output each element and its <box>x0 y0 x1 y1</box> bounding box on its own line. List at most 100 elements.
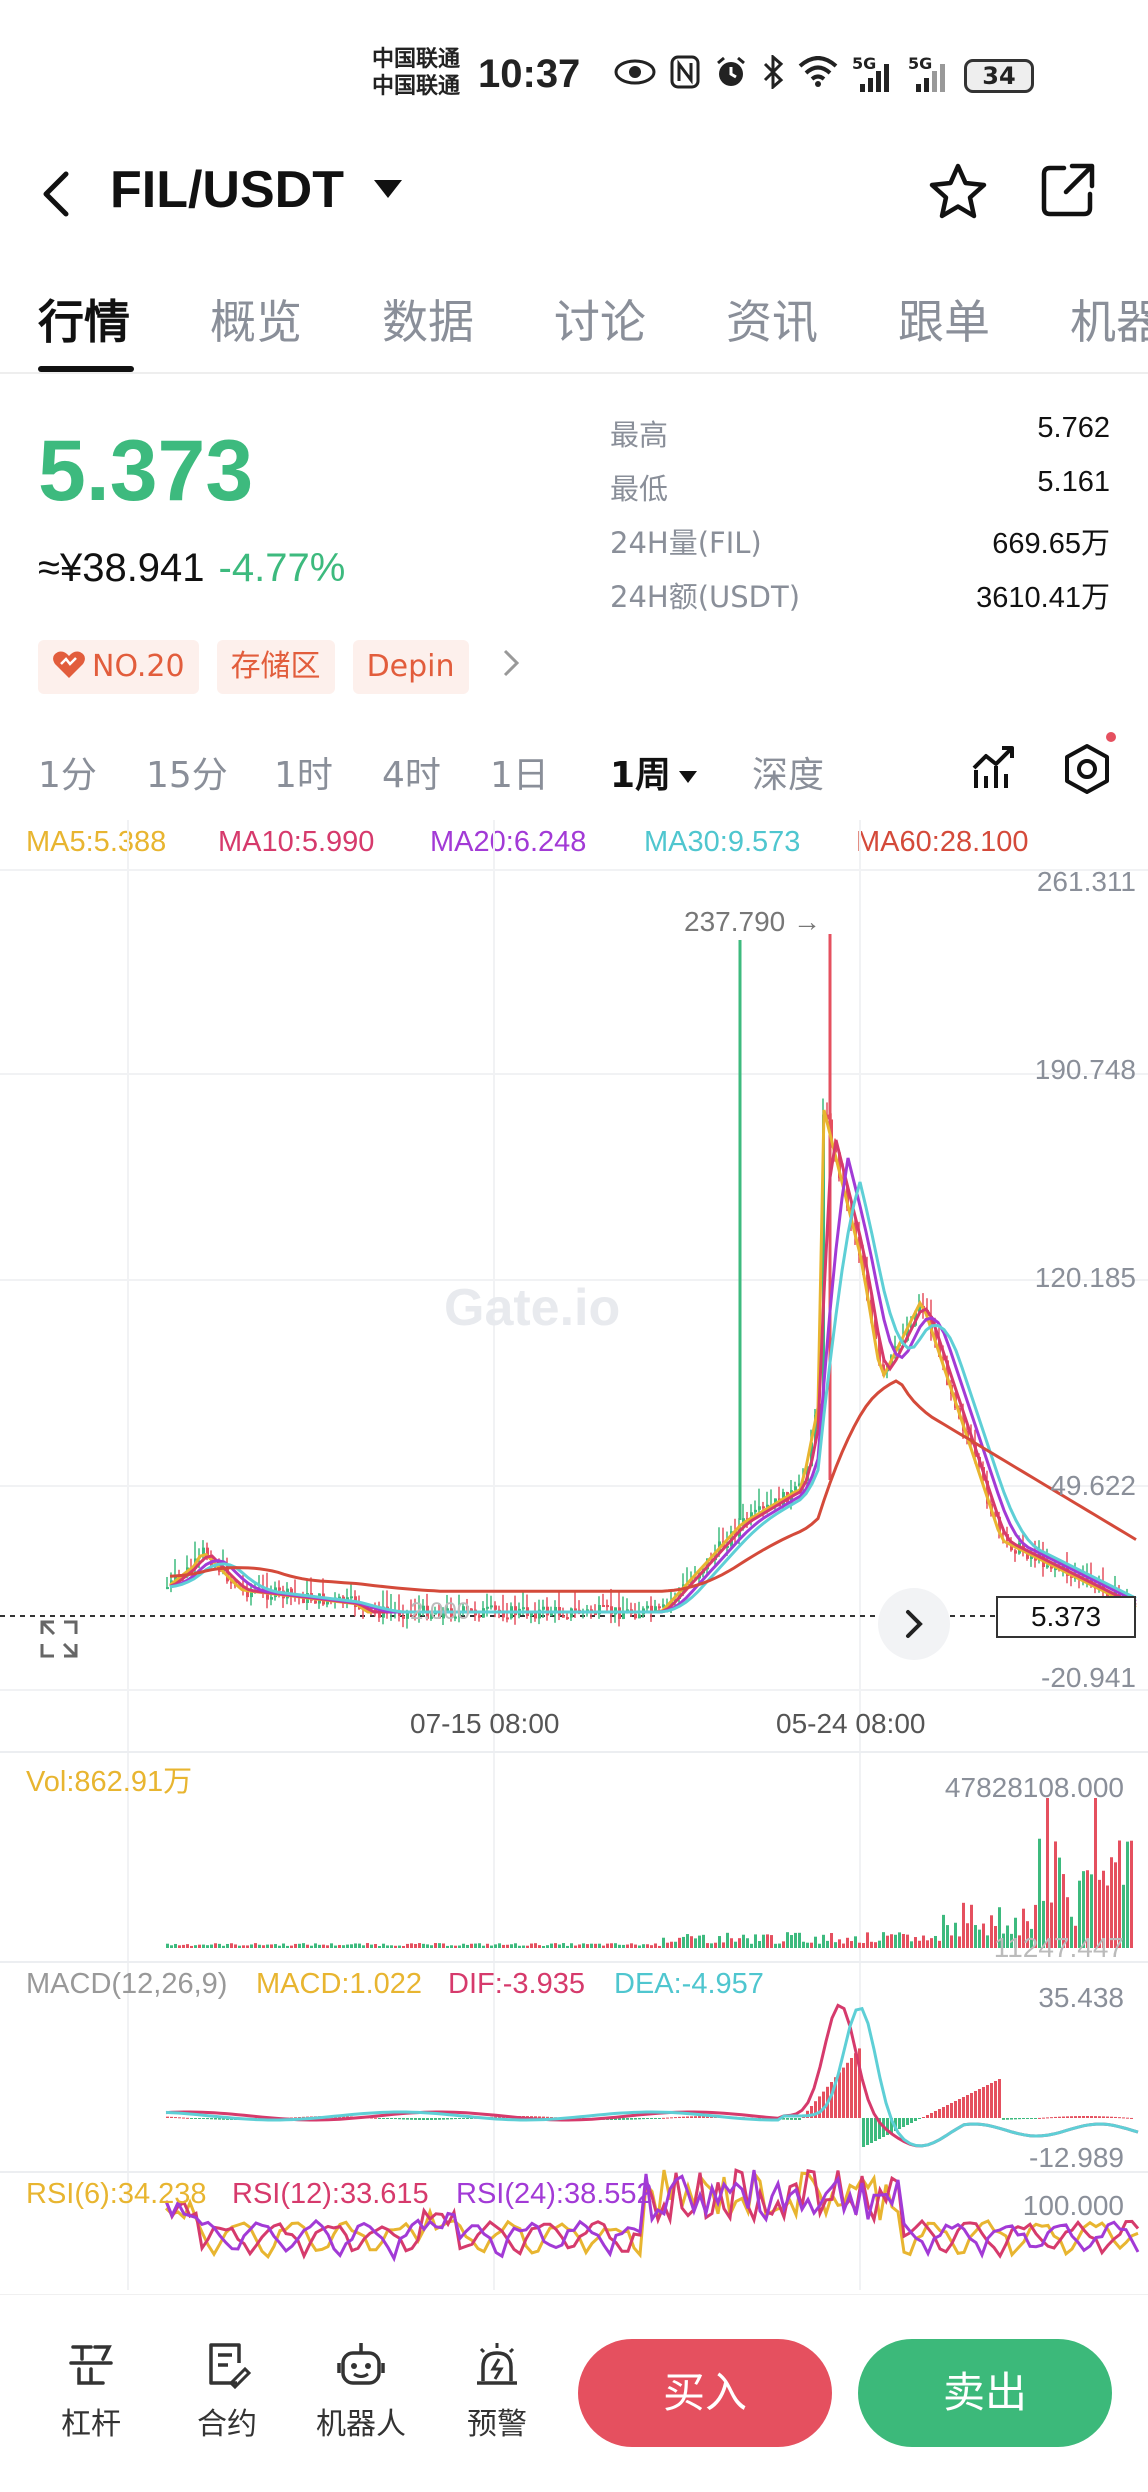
volume-bar-157 <box>794 1932 797 1948</box>
buy-button[interactable]: 买入 <box>578 2339 832 2447</box>
volume-bar-60 <box>406 1943 409 1948</box>
sell-button[interactable]: 卖出 <box>858 2339 1112 2447</box>
macd-bar-10 <box>206 2118 209 2120</box>
candle-body-97 <box>554 1606 557 1614</box>
caret-down-icon <box>679 771 698 783</box>
alert-button[interactable]: 预警 <box>442 2339 552 2443</box>
volume-bar-67 <box>434 1943 437 1948</box>
last-price: 5.373 <box>38 423 254 519</box>
interval-1d[interactable]: 1日 <box>490 755 549 796</box>
volume-bar-241 <box>1130 1840 1133 1948</box>
macd-bar-234 <box>1102 2116 1105 2118</box>
macd-bar-120 <box>646 2118 649 2119</box>
macd-bar-175 <box>866 2118 869 2145</box>
kline-chart[interactable] <box>0 0 1148 2292</box>
fullscreen-icon[interactable] <box>40 1620 78 1658</box>
interval-15m[interactable]: 15分 <box>146 755 228 796</box>
candle-body-136 <box>710 1558 713 1561</box>
volume-bar-135 <box>706 1943 709 1948</box>
category-tag-storage[interactable]: 存储区 <box>216 640 335 694</box>
indicator-icon[interactable] <box>970 744 1018 796</box>
volume-bar-233 <box>1098 1879 1101 1948</box>
contract-button[interactable]: 合约 <box>172 2339 282 2443</box>
chevron-right-icon[interactable] <box>501 647 521 688</box>
notification-dot <box>1106 732 1116 742</box>
interval-depth[interactable]: 深度 <box>752 755 825 796</box>
volume-bar-110 <box>606 1943 609 1948</box>
rsi12-value: RSI(12):33.615 <box>232 2178 429 2210</box>
volume-bar-36 <box>310 1945 313 1948</box>
macd-bar-155 <box>786 2118 789 2120</box>
volume-bar-73 <box>458 1945 461 1948</box>
lever-button[interactable]: 杠杆 <box>36 2339 146 2443</box>
interval-1w-label: 1周 <box>610 755 672 796</box>
volume-bar-165 <box>826 1940 829 1948</box>
y-tick-4: 49.622 <box>1050 1470 1136 1501</box>
y-tick-5: -20.941 <box>1041 1662 1136 1693</box>
volume-bar-162 <box>814 1936 817 1948</box>
macd-bar-158 <box>798 2118 801 2120</box>
tab-data[interactable]: 数据 <box>382 295 474 349</box>
volume-bar-167 <box>834 1942 837 1948</box>
favorite-star-icon[interactable] <box>926 160 990 224</box>
volume-bar-197 <box>954 1922 957 1948</box>
candle-body-176 <box>870 1300 873 1320</box>
volume-bar-40 <box>326 1945 329 1948</box>
volume-bar-218 <box>1038 1838 1041 1948</box>
volume-bar-240 <box>1126 1841 1129 1948</box>
volume-min: 11247.447 <box>993 1932 1124 1963</box>
volume-bar-166 <box>830 1933 833 1948</box>
macd-bar-65 <box>426 2118 429 2120</box>
share-icon[interactable] <box>1036 158 1100 222</box>
candle-body-157 <box>794 1486 797 1491</box>
macd-bar-223 <box>1058 2116 1061 2118</box>
macd-bar-116 <box>630 2118 633 2120</box>
macd-bar-231 <box>1090 2116 1093 2118</box>
ma10-legend: MA10:5.990 <box>218 826 375 858</box>
candle-body-68 <box>438 1612 441 1619</box>
interval-1h[interactable]: 1时 <box>274 755 333 796</box>
tab-market[interactable]: 行情 <box>38 295 130 349</box>
scroll-latest-button[interactable] <box>878 1588 950 1660</box>
tab-news[interactable]: 资讯 <box>726 295 818 349</box>
pair-title[interactable]: FIL/USDT <box>110 161 344 219</box>
volume-bar-70 <box>446 1945 449 1948</box>
volume-bar-123 <box>658 1945 661 1948</box>
carrier-labels: 中国联通 中国联通 <box>372 46 460 100</box>
macd-bar-222 <box>1054 2116 1057 2118</box>
volume-bar-138 <box>718 1936 721 1948</box>
volume-bar-105 <box>586 1944 589 1948</box>
category-tag-depin[interactable]: Depin <box>352 640 469 694</box>
volume-bar-21 <box>250 1944 253 1948</box>
volume-bar-174 <box>862 1943 865 1948</box>
rank-tag[interactable]: NO.20 <box>38 640 199 694</box>
volume-bar-18 <box>238 1945 241 1948</box>
candle-body-84 <box>502 1611 505 1618</box>
volume-bar-163 <box>818 1943 821 1948</box>
volume-bar-226 <box>1070 1916 1073 1948</box>
volume-bar-151 <box>770 1935 773 1948</box>
volume-bar-172 <box>854 1936 857 1948</box>
robot-button[interactable]: 机器人 <box>306 2339 416 2443</box>
back-icon[interactable] <box>36 166 76 222</box>
interval-1m[interactable]: 1分 <box>38 755 97 796</box>
tab-copy-trading[interactable]: 跟单 <box>898 295 990 349</box>
tab-discussion[interactable]: 讨论 <box>554 295 646 349</box>
pair-dropdown-icon[interactable] <box>374 180 402 198</box>
contract-icon <box>209 2343 252 2390</box>
volume-bar-168 <box>838 1939 841 1948</box>
interval-4h[interactable]: 4时 <box>382 755 441 796</box>
macd-bar-204 <box>982 2087 985 2118</box>
tab-overview[interactable]: 概览 <box>210 295 302 349</box>
interval-1w[interactable]: 1周 <box>610 746 698 798</box>
macd-bar-45 <box>346 2116 349 2118</box>
candle-body-226 <box>1070 1575 1073 1578</box>
candle-body-74 <box>462 1606 465 1611</box>
macd-bar-239 <box>1122 2117 1125 2119</box>
candle-body-92 <box>534 1613 537 1619</box>
candle-body-76 <box>470 1608 473 1611</box>
macd-bar-83 <box>498 2116 501 2118</box>
macd-bar-68 <box>438 2118 441 2120</box>
tab-bots[interactable]: 机器 <box>1070 295 1148 349</box>
x-tick-2: 05-24 08:00 <box>776 1708 926 1739</box>
